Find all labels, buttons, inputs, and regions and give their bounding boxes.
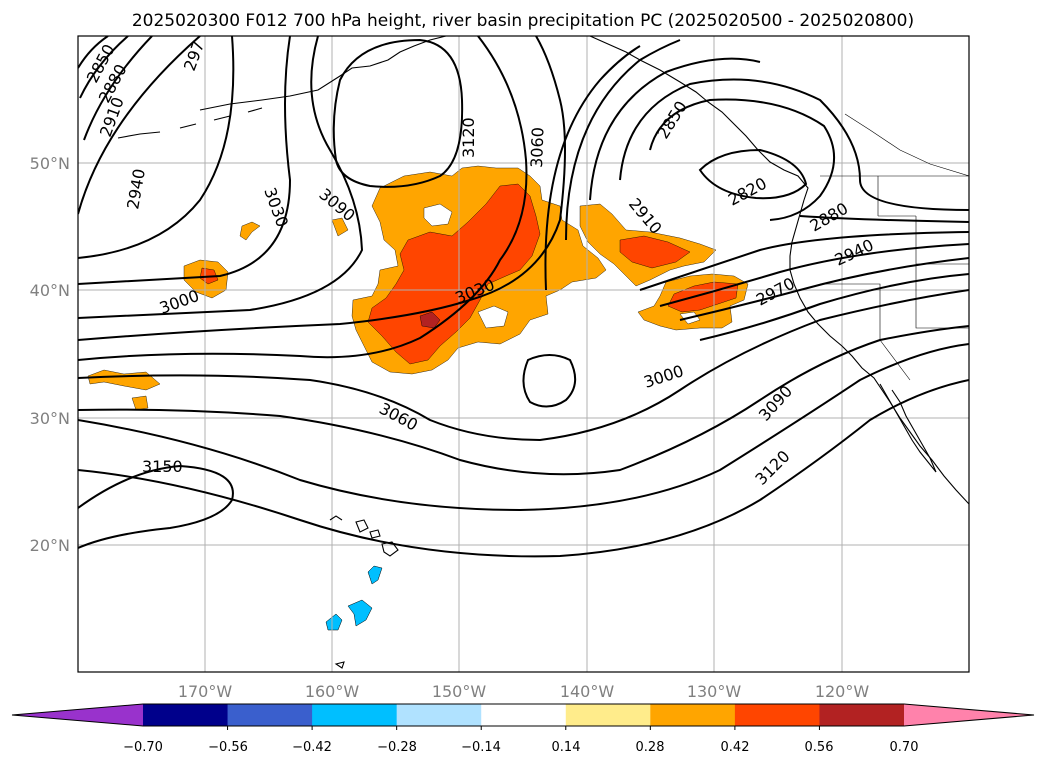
contour-line [78,36,528,361]
colorbar-cell [396,704,482,726]
alaska-coast [199,36,447,111]
colorbar-cell [227,704,313,726]
baja-peninsula [879,383,937,473]
precip-region-red-main [367,183,541,365]
longitude-labels: 170°W 160°W 150°W 140°W 130°W 120°W [178,682,870,701]
precip-region-darkred-core [419,311,441,329]
lon-label: 160°W [305,682,360,701]
hawaii-islands [329,515,399,669]
figure-title: 2025020300 F012 700 hPa height, river ba… [132,11,914,31]
contour-line [619,78,969,211]
contour-line [649,98,836,221]
contour-label: 3120 [459,117,478,158]
colorbar-tick-label: −0.14 [461,740,501,755]
colorbar-tick-label: 0.14 [552,740,581,755]
lat-label: 20°N [30,536,70,555]
colorbar-tick-label: −0.42 [292,740,332,755]
lon-label: 120°W [815,682,870,701]
contour-line [565,39,969,291]
colorbar-outline [11,703,1035,727]
precip-region-red-east [619,235,691,269]
colorbar-cell [565,704,651,726]
precip-region-orange-small [239,221,261,241]
precip-region-orange-sw2 [131,395,149,411]
colorbar-tick-label: 0.42 [721,740,750,755]
contour-line [679,257,969,321]
contour-line [78,36,109,69]
north-america-coast [789,199,969,505]
colorbar-cell [481,704,567,726]
lon-label: 130°W [687,682,742,701]
colorbar-cell [734,704,820,726]
lat-label: 40°N [30,281,70,300]
lat-label: 30°N [30,409,70,428]
colorbar-tick-label: −0.70 [123,740,163,755]
contour-line [78,36,364,319]
contour-line [78,289,969,442]
precip-region-blue [347,599,373,627]
colorbar-cell [650,704,736,726]
precip-region-orange-small2 [331,217,349,237]
lon-label: 150°W [432,682,487,701]
contour-line [78,343,969,512]
colorbar-tick-labels: −0.70 −0.56 −0.42 −0.28 −0.14 0.14 0.28 … [123,740,918,755]
colorbar-cell [312,704,398,726]
map-area: 2850 2880 2910 297 2940 3030 3090 3120 3… [78,36,969,672]
precip-shading [87,165,749,631]
contour-line [83,36,153,141]
colorbar [11,703,1035,730]
colorbar-extend-max [904,704,1034,726]
map-frame [77,35,970,673]
state-borders [820,113,969,381]
colorbar-extend-min [12,704,143,726]
colorbar-tick-label: −0.56 [208,740,248,755]
contour-line [589,57,969,223]
contour-line [78,36,292,285]
lon-label: 140°W [560,682,615,701]
lon-label: 170°W [178,682,233,701]
contour-line [78,36,201,215]
contour-line [78,379,969,558]
colorbar-tick-label: 0.28 [636,740,665,755]
contour-line [699,273,969,341]
height-contours [78,36,969,558]
contour-line [544,45,969,307]
colorbar-tick-label: 0.70 [890,740,919,755]
contour-line [78,36,235,259]
precip-region-blue [325,613,343,631]
colorbar-tick-label: 0.56 [805,740,834,755]
contour-line [79,36,129,99]
colorbar-cell [819,704,905,726]
colorbar-cell [143,704,229,726]
lat-label: 50°N [30,154,70,173]
coastlines [117,36,969,669]
contour-label: 3150 [142,457,183,476]
precip-hole [477,305,509,329]
aleutian-islands [117,107,263,139]
alaska-panhandle-coast [589,36,809,201]
contour-line [332,38,464,188]
precip-region-blue [367,565,383,585]
contour-line [522,354,577,408]
precip-hole [423,203,453,227]
contour-label: 3060 [527,127,547,168]
latitude-labels: 50°N 40°N 30°N 20°N [30,154,70,555]
contour-line [78,325,969,476]
contour-line [698,148,808,200]
contour-line [78,36,566,341]
colorbar-tick-label: −0.28 [377,740,417,755]
